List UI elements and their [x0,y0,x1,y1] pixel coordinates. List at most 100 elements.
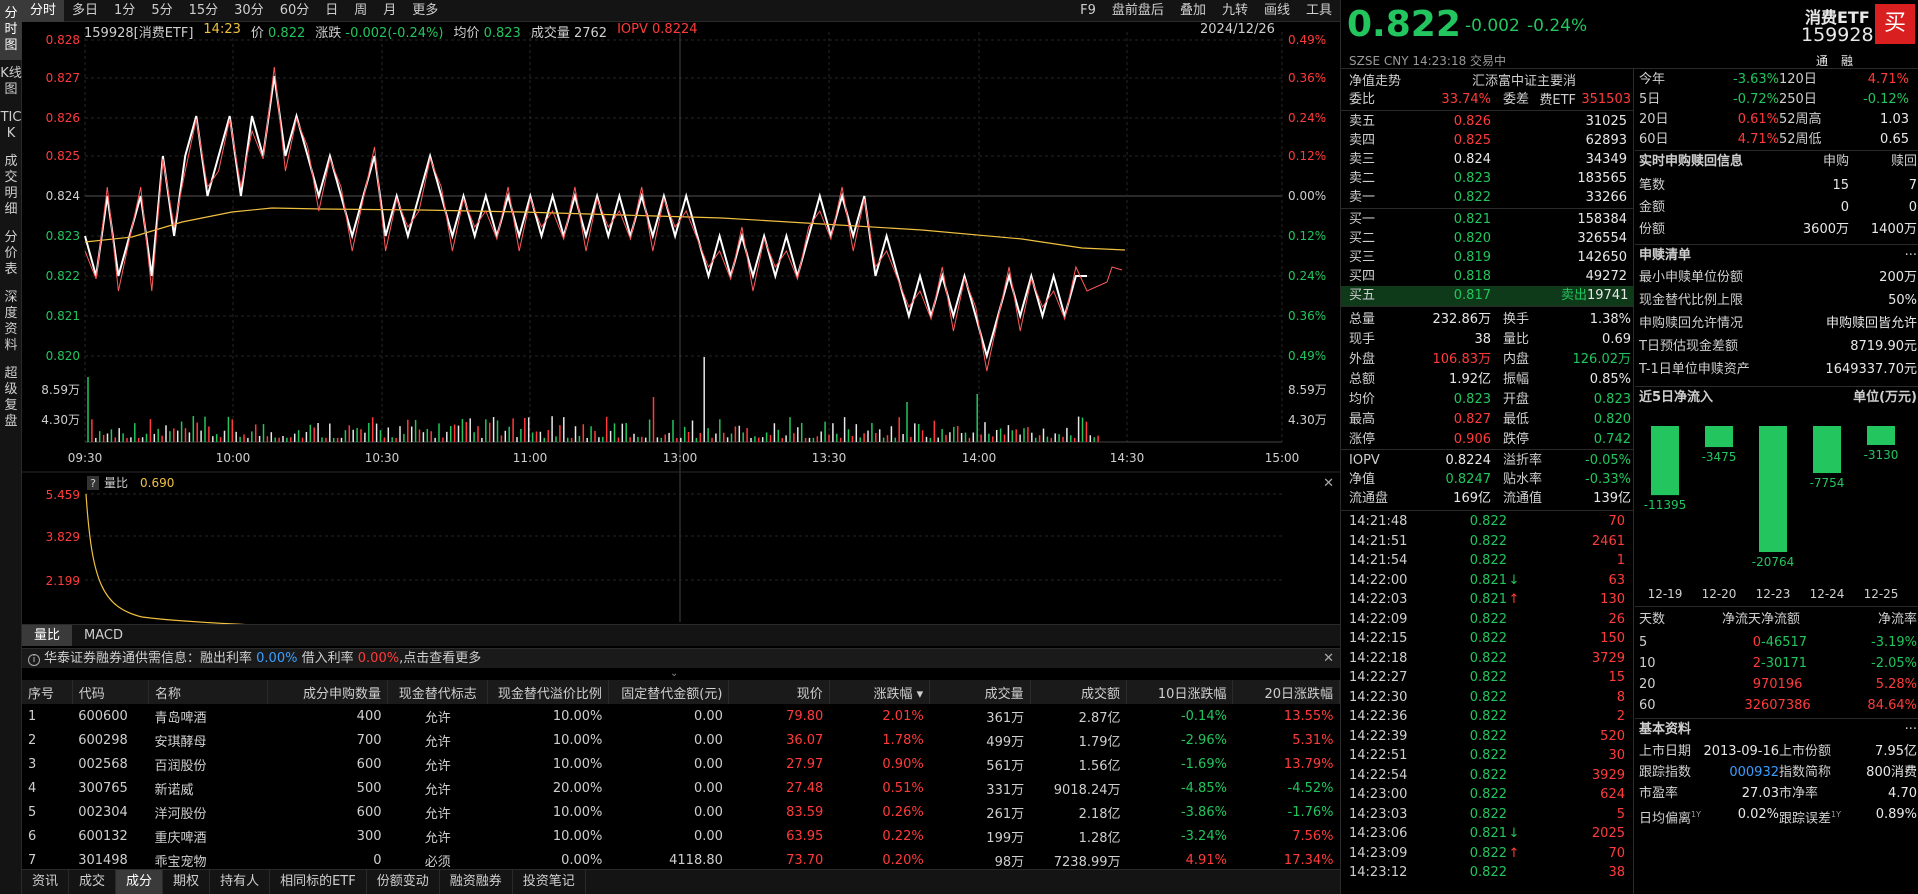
column-header[interactable]: 现金替代溢价比例 [487,680,609,704]
column-header[interactable]: 成交额 [1030,680,1128,704]
table-row[interactable]: 5 002304 洋河股份 600 允许 10.00% 0.00 83.59 0.26% 261万… [22,800,1340,824]
table-row[interactable]: 2 600298 安琪酵母 700 允许 10.00% 0.00 36.07 1.78% 499万… [22,728,1340,752]
perf-row-cell: 20日 [1639,112,1669,127]
flow-table-row: 5 0 -46517 -3.19% [1639,633,1918,653]
ratio-y-label: 5.459 [46,488,80,502]
collapse-chevron-icon[interactable]: ⌄ [670,668,679,679]
period-tab[interactable]: 分时 [22,0,65,22]
bottom-tab[interactable]: 期权 [163,870,211,894]
bid-volume: 142650 [1577,250,1627,265]
bid-label: 买一 [1349,212,1376,227]
bottom-tab[interactable]: 持有人 [210,870,271,894]
table-cell: 允许 [424,782,451,798]
bottom-tab[interactable]: 融资融券 [440,870,513,894]
cell-value: 0.742 [1593,432,1631,447]
column-header[interactable]: 现金替代标志 [387,680,489,704]
redeem-header-cell: 赎回 [1890,154,1917,169]
ask-row: 卖三 0.824 34349 [1341,150,1633,170]
nav-tab[interactable]: 超级复盘 [4,366,18,429]
tick-row: 14:23:03 0.822 5 [1341,805,1633,824]
table-cell: 10.00% [552,828,603,844]
table-cell: 63.95 [786,828,824,844]
indicator-tab[interactable]: MACD [84,628,123,643]
column-header[interactable]: 现价 [728,680,830,704]
basic-row-cell: 上市份额 [1779,744,1832,759]
table-row[interactable]: 7 301498 乖宝宠物 0 必须 0.00% 4118.80 73.70 0.20% 98万 7… [22,848,1340,869]
row-divider [1341,110,1633,111]
column-header[interactable]: 成分申购数量 [267,680,388,704]
intraday-chart[interactable]: 0.828 0.49% 0.827 0.36% 0.826 0.24% 0.825 0.12%… [22,22,1340,624]
tool-button[interactable]: 画线 [1263,2,1290,18]
table-row[interactable]: 6 600132 重庆啤酒 300 允许 10.00% 0.00 63.95 0.22% 199万… [22,824,1340,848]
nav-tab[interactable]: TICK [0,110,22,141]
column-header[interactable]: 10日涨跌幅 [1126,680,1234,704]
column-header[interactable]: 涨跌幅 ▾ [829,680,931,704]
period-tab[interactable]: 30分 [234,2,264,18]
column-header[interactable]: 序号 [22,680,73,704]
period-tab[interactable]: 多日 [72,2,99,18]
basic-row-cell: 2013-09-16 [1703,744,1779,759]
nav-tab[interactable]: 深度资料 [4,290,18,353]
period-tab[interactable]: 5分 [151,2,173,18]
x-axis-label: 11:00 [513,451,548,465]
x-axis-label: 13:00 [663,451,698,465]
tool-button[interactable]: 工具 [1305,2,1332,18]
column-header[interactable]: 名称 [148,680,268,704]
inflow-date-label: 12-20 [1702,587,1737,601]
tool-button[interactable]: 盘前盘后 [1111,2,1164,18]
ratio-value: 0.690 [140,476,174,490]
flow-table-row: 10 2 -30171 -2.05% [1639,654,1918,674]
period-tab[interactable]: 15分 [188,2,219,18]
period-tab[interactable]: 60分 [279,2,310,18]
column-header[interactable]: 代码 [72,680,150,704]
buy-button[interactable]: 买 [1875,4,1915,44]
bottom-tab[interactable]: 成交 [69,870,117,894]
ask-volume: 31025 [1585,114,1627,129]
cell-label: 净值 [1349,472,1376,487]
nav-tab[interactable]: 成交明细 [4,154,18,217]
info-icon: i [28,654,40,666]
sub-row-cell: 200万 [1879,270,1917,285]
indicator-tab[interactable]: 量比 [22,625,73,646]
period-tab[interactable]: 周 [354,2,368,18]
nav-tab[interactable]: 分时图 [0,0,22,60]
tool-button[interactable]: 叠加 [1179,2,1206,18]
tick-row: 14:22:15 0.822 150 [1341,629,1633,648]
period-tab[interactable]: 1分 [114,2,136,18]
nav-tab[interactable]: K线图 [0,66,22,97]
period-tab[interactable]: 日 [325,2,339,18]
table-cell: 重庆啤酒 [154,830,207,846]
bottom-tab[interactable]: 相同标的ETF [270,870,367,894]
column-header[interactable]: 固定替代金额(元) [608,680,730,704]
table-row[interactable]: 3 002568 百润股份 600 允许 10.00% 0.00 27.97 0.90% 561万… [22,752,1340,776]
bottom-tab[interactable]: 份额变动 [367,870,440,894]
bottom-tab[interactable]: 资讯 [22,870,70,894]
column-header[interactable]: 20日涨跌幅 [1232,680,1340,704]
bottom-tab[interactable]: 成分 [116,870,164,894]
tool-button[interactable]: 九转 [1221,2,1248,18]
close-icon[interactable]: ✕ [1323,651,1334,666]
table-cell: 600600 [78,708,128,724]
table-row[interactable]: 4 300765 新诺威 500 允许 20.00% 0.00 27.48 0.51% 331万 9… [22,776,1340,800]
perf-row: 今年 -3.63% 120日 4.71% [1639,70,1918,90]
row-divider [1341,449,1633,450]
nav-trend-link[interactable]: 净值走势 [1349,74,1402,89]
inflow-bar-label: -11395 [1644,498,1687,512]
superscript-label: 1Y [1691,810,1701,819]
tool-button[interactable]: F9 [1080,2,1096,18]
period-tab[interactable]: 更多 [412,2,439,18]
column-header[interactable]: 成交量 [929,680,1031,704]
bottom-tab[interactable]: 投资笔记 [513,870,586,894]
nav-tab[interactable]: 分价表 [4,230,18,277]
help-icon: ? [90,477,96,490]
cell-label: 量比 [1503,332,1530,347]
table-row[interactable]: 1 600600 青岛啤酒 400 允许 10.00% 0.00 79.80 2.01% 361万… [22,704,1340,728]
basic-row-cell: 上市日期 [1639,744,1692,759]
tick-arrow-icon [1507,629,1521,648]
table-cell: 10.00% [552,708,603,724]
period-tab[interactable]: 月 [383,2,397,18]
y-right-label: 0.00% [1288,189,1326,203]
margin-notice[interactable]: i 华泰证券融券通供需信息：融出利率 0.00% 借入利率 0.00%,点击查看更… [22,648,1340,668]
table-cell: 7 [28,852,37,868]
ratio-label: 量比 [104,476,128,490]
